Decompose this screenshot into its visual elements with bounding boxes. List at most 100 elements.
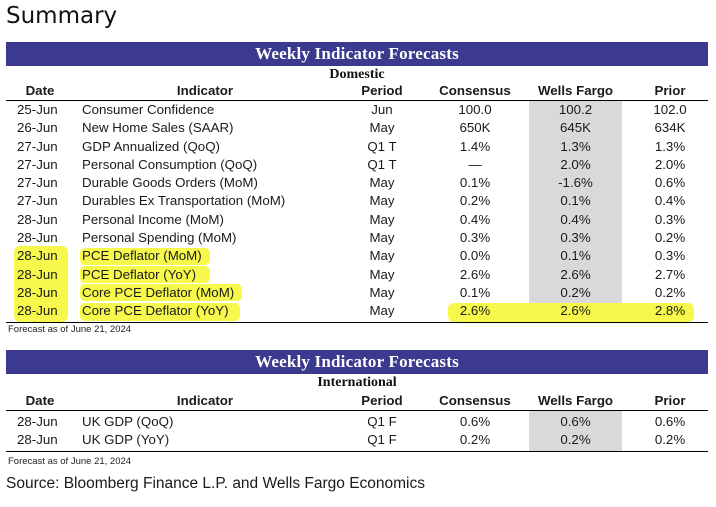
- cell-date: 28-Jun: [17, 266, 58, 282]
- header-indicator: Indicator: [176, 393, 234, 408]
- cell-consensus: 2.6%: [459, 303, 491, 319]
- cell-prior: 0.3%: [654, 211, 686, 227]
- header-prior: Prior: [654, 393, 686, 408]
- cell-prior: 2.8%: [654, 303, 686, 319]
- cell-period: May: [369, 211, 395, 227]
- international-table-body: 28-Jun UK GDP (QoQ) Q1 F 0.6% 0.6% 0.6% 28-Jun…: [6, 411, 708, 451]
- cell-wells-fargo: 645K: [559, 120, 592, 136]
- cell-consensus: 0.3%: [459, 230, 491, 246]
- cell-date: 27-Jun: [17, 175, 58, 191]
- cell-prior: 634K: [654, 120, 686, 136]
- table-row: 28-Jun UK GDP (YoY) Q1 F 0.2% 0.2% 0.2%: [6, 431, 708, 449]
- cell-indicator: New Home Sales (SAAR): [82, 120, 234, 136]
- cell-wells-fargo: 0.4%: [560, 211, 591, 227]
- cell-wells-fargo: 2.6%: [560, 303, 591, 319]
- cell-consensus: 0.2%: [459, 193, 491, 209]
- international-section: Weekly Indicator Forecasts International…: [6, 350, 708, 469]
- cell-prior: 0.2%: [654, 230, 686, 246]
- cell-period: May: [369, 120, 395, 136]
- table-row: 28-Jun UK GDP (QoQ) Q1 F 0.6% 0.6% 0.6%: [6, 413, 708, 431]
- cell-indicator: Durables Ex Transportation (MoM): [82, 193, 286, 209]
- cell-consensus: 0.1%: [459, 175, 491, 191]
- domestic-region-label: Domestic: [329, 67, 385, 82]
- cell-consensus: 650K: [459, 120, 491, 136]
- cell-consensus: —: [468, 156, 482, 172]
- cell-period: Q1 F: [367, 414, 397, 429]
- source-note: Source: Bloomberg Finance L.P. and Wells…: [6, 475, 425, 492]
- cell-indicator: UK GDP (YoY): [82, 432, 170, 448]
- highlight-indicator-core-yoy: [80, 303, 240, 321]
- header-period: Period: [361, 83, 403, 98]
- cell-date: 28-Jun: [17, 230, 58, 246]
- cell-prior: 0.3%: [654, 248, 686, 264]
- cell-date: 25-Jun: [17, 102, 58, 117]
- highlight-core-yoy-values: [448, 303, 694, 322]
- domestic-bottom-rule: [6, 322, 708, 323]
- header-period: Period: [361, 393, 403, 408]
- cell-indicator: PCE Deflator (MoM): [82, 248, 202, 264]
- cell-wells-fargo: 0.3%: [560, 230, 591, 246]
- wells-fargo-column-shade: [529, 101, 622, 322]
- cell-wells-fargo: 0.2%: [560, 284, 591, 300]
- domestic-forecast-note: Forecast as of June 21, 2024: [8, 324, 132, 335]
- cell-indicator: UK GDP (QoQ): [82, 414, 174, 429]
- domestic-table-body: 25-Jun Consumer Confidence Jun 100.0 100.2 10…: [6, 101, 708, 322]
- cell-period: May: [369, 248, 395, 264]
- cell-date: 28-Jun: [17, 432, 58, 448]
- cell-date: 28-Jun: [17, 303, 58, 319]
- cell-prior: 1.3%: [654, 138, 686, 154]
- cell-date: 28-Jun: [17, 211, 58, 227]
- cell-prior: 0.6%: [654, 175, 686, 191]
- cell-prior: 0.2%: [654, 284, 686, 300]
- cell-indicator: Personal Spending (MoM): [82, 230, 237, 246]
- international-banner: Weekly Indicator Forecasts: [6, 350, 708, 374]
- cell-period: Q1 T: [367, 156, 397, 172]
- cell-indicator: Durable Goods Orders (MoM): [82, 175, 258, 191]
- cell-indicator: Personal Income (MoM): [82, 211, 224, 227]
- highlight-indicator-pce-mom: [80, 248, 210, 265]
- cell-consensus: 1.4%: [459, 138, 491, 154]
- cell-indicator: Consumer Confidence: [82, 102, 215, 117]
- cell-consensus: 0.2%: [459, 432, 491, 448]
- cell-date: 26-Jun: [17, 120, 58, 136]
- highlight-indicator-core-mom: [80, 284, 242, 301]
- domestic-header-row: Date Indicator Period Consensus Wells Fa…: [6, 83, 708, 101]
- cell-period: Q1 F: [367, 432, 397, 448]
- cell-period: May: [369, 284, 395, 300]
- cell-period: May: [369, 230, 395, 246]
- cell-indicator: Personal Consumption (QoQ): [82, 156, 258, 172]
- cell-period: Q1 T: [367, 138, 397, 154]
- cell-date: 28-Jun: [17, 414, 58, 429]
- cell-indicator: GDP Annualized (QoQ): [82, 138, 220, 154]
- cell-wells-fargo: 2.0%: [560, 156, 591, 172]
- cell-date: 27-Jun: [17, 156, 58, 172]
- cell-prior: 0.6%: [654, 414, 686, 429]
- header-prior: Prior: [654, 83, 686, 98]
- header-indicator: Indicator: [176, 83, 234, 98]
- cell-wells-fargo: 2.6%: [560, 266, 591, 282]
- cell-indicator: PCE Deflator (YoY): [82, 266, 197, 282]
- cell-consensus: 100.0: [458, 102, 492, 117]
- table-row: 28-Jun Personal Income (MoM) May 0.4% 0.4% 0.…: [6, 211, 708, 229]
- table-row: 27-Jun Durables Ex Transportation (MoM) Ma…: [6, 192, 708, 210]
- table-row: 28-Jun PCE Deflator (MoM) May 0.0% 0.1% 0.3%: [6, 247, 708, 265]
- international-bottom-rule: [6, 451, 708, 452]
- international-region-label: International: [317, 375, 397, 390]
- page-title: Summary: [6, 3, 118, 29]
- cell-wells-fargo: 0.2%: [560, 432, 591, 448]
- cell-wells-fargo: -1.6%: [558, 175, 593, 191]
- cell-consensus: 2.6%: [459, 266, 491, 282]
- cell-wells-fargo: 0.1%: [560, 193, 591, 209]
- cell-consensus: 0.1%: [459, 284, 491, 300]
- cell-consensus: 0.6%: [459, 414, 491, 429]
- cell-period: Jun: [371, 102, 393, 117]
- table-row: 27-Jun Personal Consumption (QoQ) Q1 T — 2.0…: [6, 156, 708, 174]
- header-wells-fargo: Wells Fargo: [537, 393, 614, 408]
- cell-prior: 2.7%: [654, 266, 686, 282]
- cell-indicator: Core PCE Deflator (YoY): [82, 303, 229, 319]
- cell-date: 28-Jun: [17, 284, 58, 300]
- cell-wells-fargo: 1.3%: [560, 138, 591, 154]
- table-row: 28-Jun Core PCE Deflator (MoM) May 0.1% 0.2%…: [6, 284, 708, 302]
- cell-prior: 0.4%: [654, 193, 686, 209]
- table-row: 27-Jun GDP Annualized (QoQ) Q1 T 1.4% 1.3% 1.…: [6, 138, 708, 156]
